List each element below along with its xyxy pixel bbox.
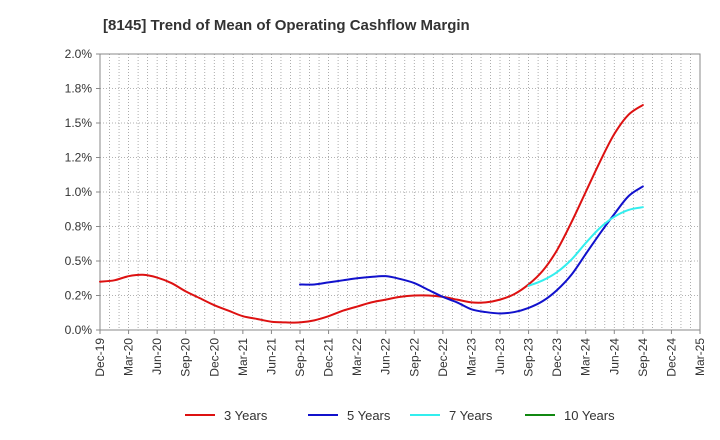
x-tick-label: Dec-24 — [664, 338, 678, 377]
y-axis: 0.0% 0.2% 0.5% 0.8% 1.0% 1.2% 1.5% 1.8% 2.0% — [65, 47, 100, 337]
legend-label: 10 Years — [564, 408, 615, 423]
x-tick-label: Sep-20 — [179, 338, 193, 377]
x-tick-label: Sep-24 — [636, 338, 650, 377]
y-tick-label: 2.0% — [65, 47, 93, 61]
grid — [99, 53, 701, 331]
x-tick-label: Jun-23 — [493, 338, 507, 375]
x-tick-label: Dec-23 — [550, 338, 564, 377]
legend: 3 Years 5 Years 7 Years 10 Years — [185, 408, 615, 423]
x-tick-label: Dec-22 — [436, 338, 450, 377]
legend-label: 3 Years — [224, 408, 268, 423]
y-tick-label: 1.5% — [65, 116, 93, 130]
y-tick-label: 0.2% — [65, 289, 93, 303]
x-tick-label: Mar-25 — [693, 338, 707, 376]
y-tick-label: 1.8% — [65, 82, 93, 96]
x-tick-label: Sep-22 — [407, 338, 421, 377]
x-tick-label: Mar-22 — [350, 338, 364, 376]
x-tick-label: Mar-20 — [122, 338, 136, 376]
y-tick-label: 1.0% — [65, 185, 93, 199]
series-line-5-years — [299, 185, 644, 315]
series-line-3-years — [99, 104, 644, 324]
x-tick-label: Mar-21 — [236, 338, 250, 376]
series-lines — [99, 104, 644, 324]
x-axis: Dec-19 Mar-20 Jun-20 Sep-20 Dec-20 Mar-21 Jun-… — [93, 330, 707, 377]
y-tick-label: 0.5% — [65, 254, 93, 268]
x-tick-label: Sep-23 — [522, 338, 536, 377]
x-tick-label: Jun-20 — [150, 338, 164, 375]
x-tick-label: Jun-24 — [607, 338, 621, 375]
x-tick-label: Sep-21 — [293, 338, 307, 377]
x-tick-label: Dec-20 — [207, 338, 221, 377]
series-line-7-years — [527, 206, 644, 287]
y-tick-label: 0.8% — [65, 220, 93, 234]
x-tick-label: Jun-22 — [379, 338, 393, 375]
chart-title: [8145] Trend of Mean of Operating Cashfl… — [103, 17, 470, 34]
x-tick-label: Mar-24 — [579, 338, 593, 376]
legend-label: 7 Years — [449, 408, 493, 423]
y-tick-label: 1.2% — [65, 151, 93, 165]
x-tick-label: Jun-21 — [264, 338, 278, 375]
y-tick-label: 0.0% — [65, 323, 93, 337]
x-tick-label: Dec-21 — [322, 338, 336, 377]
x-tick-label: Mar-23 — [464, 338, 478, 376]
legend-label: 5 Years — [347, 408, 391, 423]
x-tick-label: Dec-19 — [93, 338, 107, 377]
